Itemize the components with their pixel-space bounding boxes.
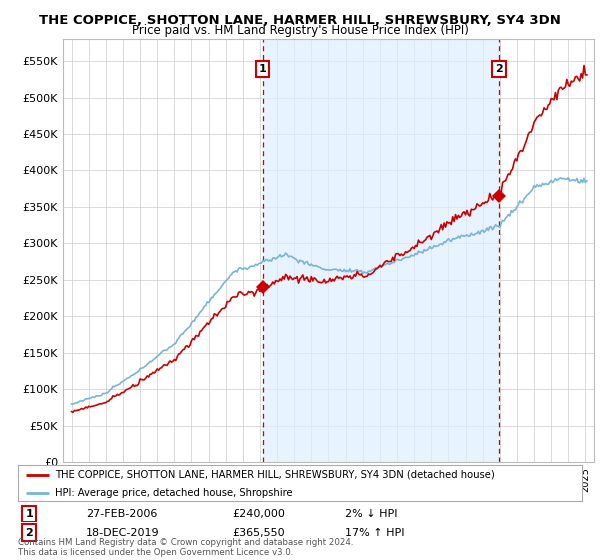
Text: Contains HM Land Registry data © Crown copyright and database right 2024.
This d: Contains HM Land Registry data © Crown c… [18,538,353,557]
Text: 1: 1 [25,509,33,519]
Text: 2: 2 [25,528,33,538]
Text: HPI: Average price, detached house, Shropshire: HPI: Average price, detached house, Shro… [55,488,292,498]
Text: 2% ↓ HPI: 2% ↓ HPI [345,509,398,519]
Text: 27-FEB-2006: 27-FEB-2006 [86,509,157,519]
Text: £240,000: £240,000 [232,509,285,519]
Text: 17% ↑ HPI: 17% ↑ HPI [345,528,404,538]
Text: Price paid vs. HM Land Registry's House Price Index (HPI): Price paid vs. HM Land Registry's House … [131,24,469,37]
Text: 2: 2 [495,64,503,74]
Text: 1: 1 [259,64,266,74]
Text: £365,550: £365,550 [232,528,285,538]
Text: 18-DEC-2019: 18-DEC-2019 [86,528,160,538]
Bar [263,39,499,462]
Text: THE COPPICE, SHOTTON LANE, HARMER HILL, SHREWSBURY, SY4 3DN (detached house): THE COPPICE, SHOTTON LANE, HARMER HILL, … [55,470,494,480]
Text: THE COPPICE, SHOTTON LANE, HARMER HILL, SHREWSBURY, SY4 3DN: THE COPPICE, SHOTTON LANE, HARMER HILL, … [39,14,561,27]
